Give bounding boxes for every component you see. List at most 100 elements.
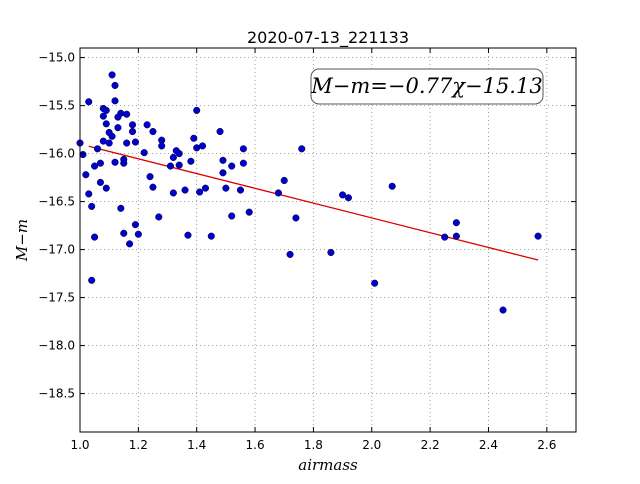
- data-point: [201, 184, 210, 192]
- y-axis-label: M−m: [13, 219, 31, 262]
- data-point: [184, 231, 192, 239]
- data-point: [169, 153, 177, 161]
- y-tick-label: −17.5: [38, 291, 75, 305]
- data-point: [155, 213, 163, 221]
- data-point: [245, 208, 253, 216]
- data-point: [149, 127, 157, 136]
- fit-annotation: M−m=−0.77χ−15.13: [310, 68, 544, 105]
- data-point: [452, 232, 460, 240]
- data-point: [280, 176, 288, 185]
- data-point: [108, 132, 116, 140]
- x-tick-labels: 1.0 1.2 1.4 1.6 1.8 2.0 2.2 2.4 2.6: [70, 438, 556, 452]
- data-point: [79, 151, 87, 159]
- data-point: [88, 202, 96, 210]
- data-point: [85, 190, 93, 198]
- data-point: [441, 233, 449, 241]
- data-point: [117, 204, 125, 212]
- data-point: [126, 240, 134, 248]
- x-tick-label: 1.6: [246, 438, 265, 452]
- data-point: [117, 109, 125, 117]
- x-tick-label: 1.8: [304, 438, 323, 452]
- data-point: [219, 169, 227, 177]
- data-point: [181, 186, 189, 194]
- data-point: [102, 120, 110, 128]
- y-tick-labels: −15.0 −15.5 −16.0 −16.5 −17.0 −17.5 −18.0 −18.5: [38, 51, 75, 401]
- y-tick-label: −18.5: [38, 387, 75, 401]
- data-point: [143, 121, 151, 129]
- data-point: [91, 162, 99, 170]
- fit-line: [88, 145, 539, 261]
- data-point: [499, 306, 507, 314]
- data-point: [193, 106, 201, 114]
- y-tick-label: −15.0: [38, 51, 75, 65]
- data-point: [99, 112, 107, 120]
- data-point: [452, 219, 460, 227]
- data-point: [166, 162, 174, 170]
- data-point: [123, 110, 131, 118]
- data-point: [175, 161, 183, 169]
- data-point: [207, 232, 215, 240]
- data-point: [120, 159, 128, 167]
- x-tick-label: 1.2: [129, 438, 148, 452]
- data-point: [85, 98, 93, 106]
- data-point: [128, 121, 137, 129]
- data-point: [102, 106, 110, 114]
- data-point: [190, 134, 198, 142]
- data-point: [128, 127, 137, 136]
- data-point: [131, 138, 139, 146]
- data-point: [175, 150, 183, 158]
- data-point: [239, 159, 247, 167]
- data-point: [93, 145, 102, 153]
- x-tick-label: 2.2: [421, 438, 440, 452]
- data-point: [131, 221, 139, 229]
- data-point: [228, 162, 236, 170]
- x-axis-label: airmass: [298, 456, 358, 474]
- plot-area: [80, 48, 576, 432]
- data-point: [88, 276, 96, 284]
- data-point: [222, 184, 230, 192]
- fit-line-group: [88, 145, 539, 261]
- data-point: [219, 156, 227, 164]
- chart-title: 2020-07-13_221133: [247, 28, 409, 48]
- x-tick-label: 1.4: [187, 438, 206, 452]
- y-tick-label: −17.0: [38, 243, 75, 257]
- data-point: [216, 127, 224, 136]
- y-tick-label: −16.0: [38, 147, 75, 161]
- data-point: [198, 142, 207, 150]
- data-point: [146, 173, 154, 181]
- data-point: [114, 124, 122, 132]
- data-point: [236, 186, 245, 194]
- data-points: [76, 71, 542, 314]
- data-point: [239, 145, 247, 153]
- data-point: [158, 142, 166, 150]
- data-point: [344, 194, 352, 202]
- x-tick-label: 2.4: [479, 438, 498, 452]
- data-point: [286, 250, 294, 258]
- y-tick-label: −16.5: [38, 195, 75, 209]
- data-point: [111, 81, 119, 89]
- data-point: [327, 248, 335, 257]
- data-point: [388, 182, 396, 190]
- data-point: [169, 189, 177, 197]
- data-point: [274, 189, 282, 197]
- fit-equation: M−m=−0.77χ−15.13: [310, 74, 542, 98]
- y-tick-label: −18.0: [38, 339, 75, 353]
- axis-ticks: [79, 48, 576, 432]
- y-tick-label: −15.5: [38, 99, 75, 113]
- plot-frame: [79, 47, 577, 433]
- x-tick-label: 2.0: [362, 438, 381, 452]
- data-point: [196, 188, 204, 196]
- data-point: [105, 139, 113, 147]
- data-point: [339, 191, 347, 199]
- data-point: [91, 233, 99, 241]
- data-point: [120, 229, 128, 237]
- data-point: [187, 157, 195, 165]
- data-point: [111, 97, 119, 105]
- data-point: [82, 171, 90, 179]
- annotation-box: [310, 68, 544, 105]
- data-point: [96, 178, 104, 186]
- data-point: [111, 158, 119, 166]
- data-point: [228, 212, 236, 220]
